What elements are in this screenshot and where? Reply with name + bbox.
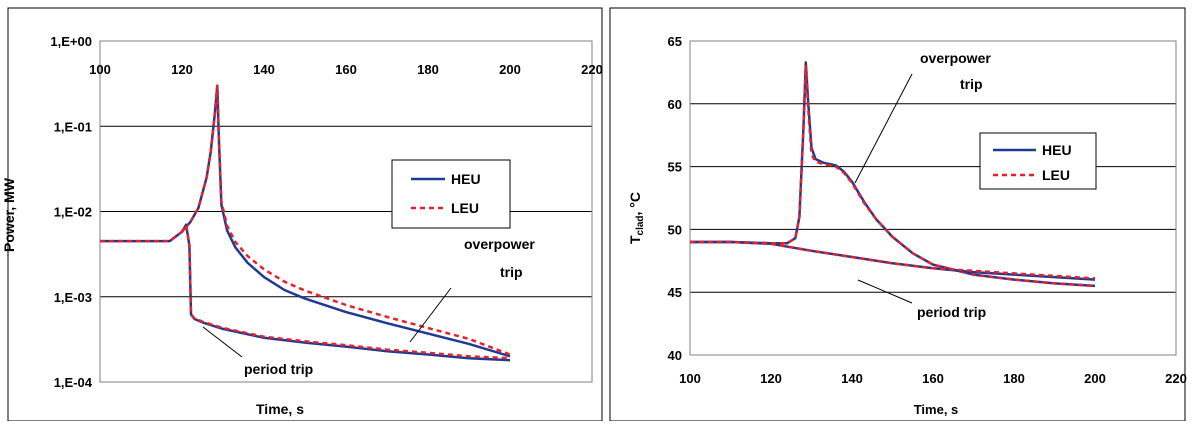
left-x-tick-label: 180: [417, 62, 439, 77]
left-x-tick-label: 120: [171, 62, 193, 77]
right-y-axis-label-subscript: clad: [635, 215, 646, 235]
right-x-tick-label: 160: [922, 371, 944, 386]
right-x-tick-label: 140: [841, 371, 863, 386]
left-y-tick-label: 1,E-03: [54, 290, 92, 305]
left-x-tick-label: 100: [89, 62, 111, 77]
left-plot-area: [99, 40, 593, 383]
right-period-pointer: [857, 279, 913, 304]
right-annotation-period-trip: period trip: [917, 304, 986, 320]
right-y-axis-label-unit: , °C: [627, 192, 643, 216]
right-y-tick-label: 55: [668, 160, 682, 175]
left-legend-heu-label: HEU: [451, 171, 481, 187]
left-legend-leu-label: LEU: [451, 200, 479, 216]
left-annotation-period-trip: period trip: [244, 361, 313, 377]
right-legend: [979, 132, 1097, 190]
left-chart-y-ticks: 1,E-04 1,E-03 1,E-02 1,E-01 1,E+00: [50, 34, 92, 390]
right-y-tick-label: 40: [668, 348, 682, 363]
right-annotation-trip: trip: [960, 76, 983, 92]
right-legend-leu-label: LEU: [1042, 167, 1070, 183]
left-period-pointer: [202, 326, 243, 358]
right-x-axis-label: Time, s: [914, 402, 959, 417]
left-y-tick-label: 1,E-01: [54, 119, 92, 134]
right-x-tick-label: 200: [1084, 371, 1106, 386]
left-annotation-overpower: overpower: [464, 236, 535, 252]
right-series-leu-overpower-trip: [690, 64, 1096, 288]
left-legend: [391, 159, 511, 229]
right-series-leu-period-trip: [690, 240, 1096, 280]
left-y-tick-label: 1,E-04: [54, 375, 93, 390]
right-y-tick-label: 60: [668, 97, 682, 112]
right-y-axis-label-main: T: [627, 235, 643, 244]
left-y-tick-label: 1,E+00: [50, 34, 92, 49]
left-x-axis-label: Time, s: [256, 401, 304, 417]
right-y-tick-label: 65: [668, 34, 682, 49]
right-chart-series: [690, 61, 1096, 288]
right-x-tick-label: 220: [1165, 371, 1187, 386]
right-y-tick-label: 45: [668, 285, 682, 300]
left-chart-x-ticks: 100 120 140 160 180 200 220: [89, 62, 603, 77]
right-x-tick-label: 180: [1003, 371, 1025, 386]
left-series-leu-period-trip: [180, 223, 511, 360]
left-chart-series: [100, 84, 511, 362]
left-y-axis-label: Power, MW: [1, 177, 17, 252]
right-plot-area: [689, 40, 1177, 356]
left-x-tick-label: 140: [253, 62, 275, 77]
left-annotation-trip: trip: [500, 264, 523, 280]
right-chart-x-ticks: 100 120 140 160 180 200 220: [679, 371, 1187, 386]
right-y-tick-label: 50: [668, 222, 682, 237]
right-chart-y-ticks: 40 45 50 55 60 65: [668, 34, 682, 363]
right-legend-heu-label: HEU: [1042, 142, 1072, 158]
left-x-tick-label: 160: [335, 62, 357, 77]
left-y-tick-label: 1,E-02: [54, 205, 92, 220]
right-x-tick-label: 120: [760, 371, 782, 386]
left-x-tick-label: 220: [581, 62, 603, 77]
left-x-tick-label: 200: [499, 62, 521, 77]
right-annotation-overpower: overpower: [920, 50, 991, 66]
right-y-axis-label: Tclad, °C: [627, 192, 646, 244]
svg-text:Tclad, °C: Tclad, °C: [627, 192, 646, 244]
right-x-tick-label: 100: [679, 371, 701, 386]
right-chart-frame: [609, 7, 1186, 422]
right-overpower-pointer: [854, 73, 913, 184]
left-overpower-pointer: [409, 287, 452, 343]
